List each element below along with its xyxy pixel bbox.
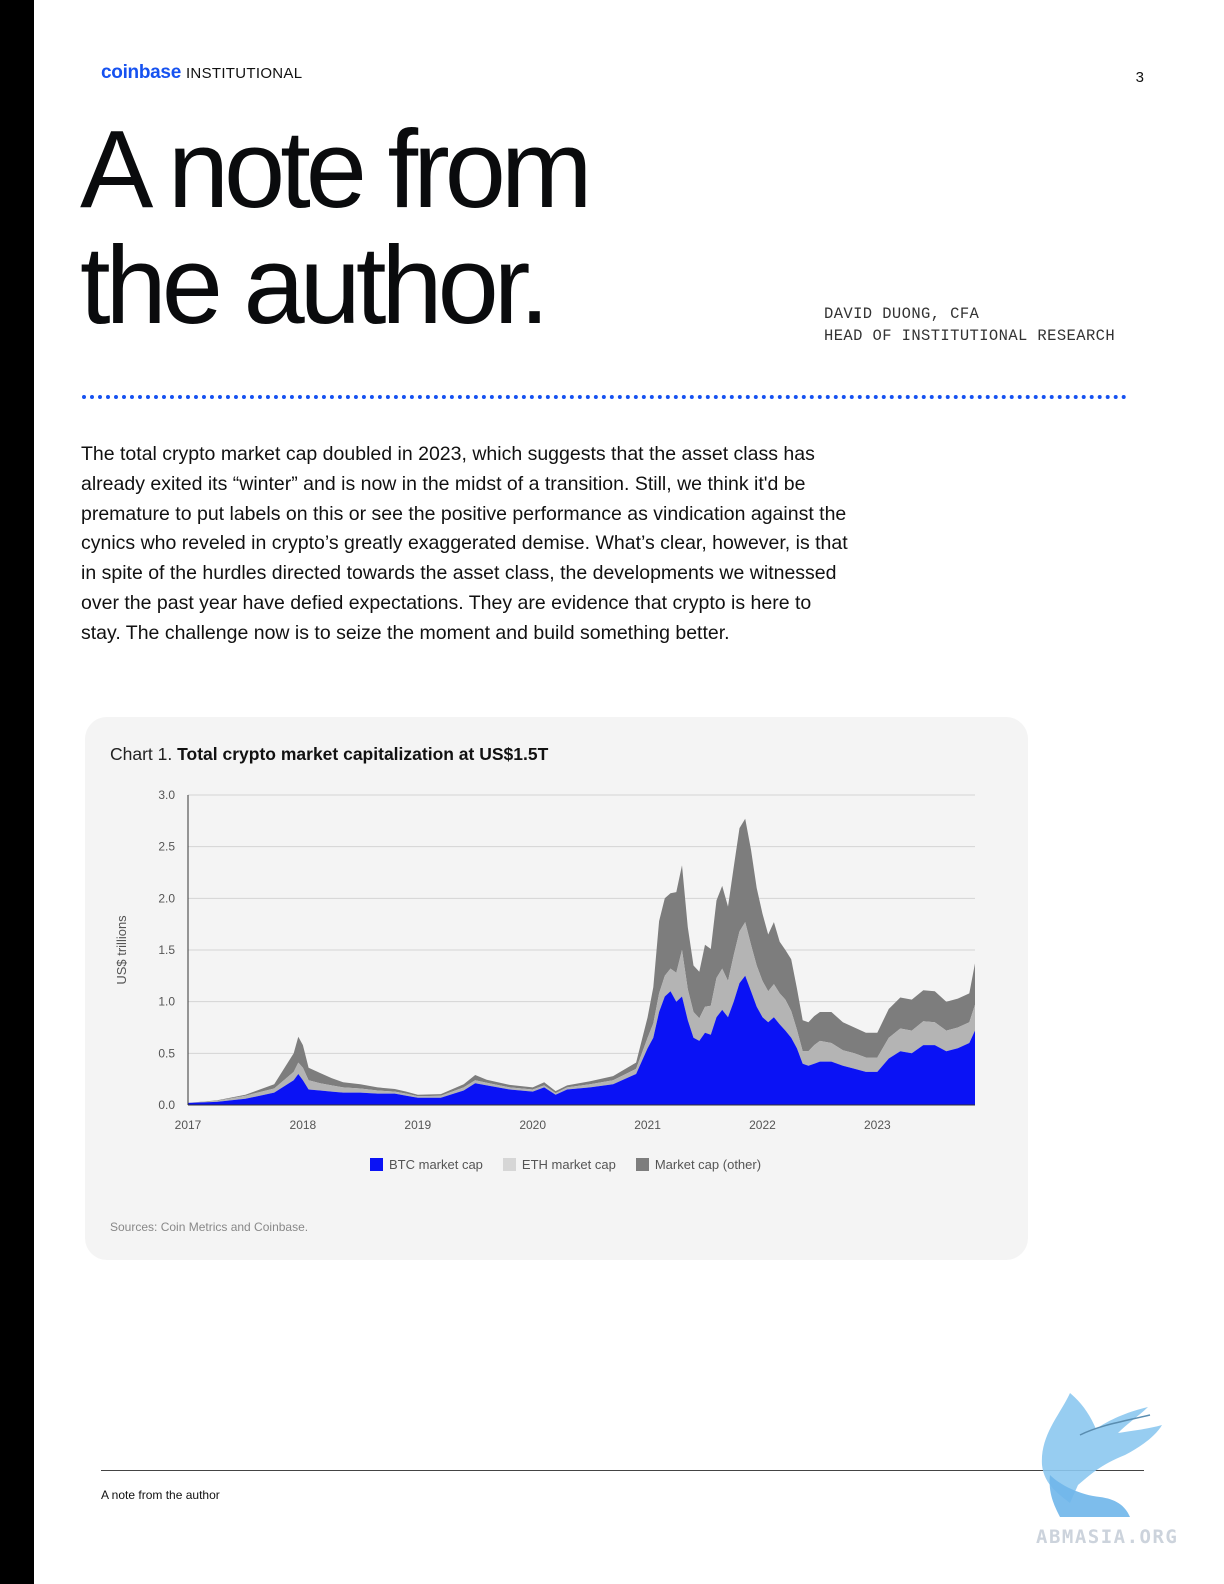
legend-item-other: Market cap (other): [635, 1157, 762, 1172]
legend-item-btc: BTC market cap: [370, 1157, 483, 1172]
x-tick-label: 2022: [749, 1118, 776, 1132]
brand-subtitle: INSTITUTIONAL: [185, 65, 303, 82]
x-tick-label: 2021: [634, 1118, 661, 1132]
brand-header: coinbase INSTITUTIONAL: [101, 62, 302, 84]
x-tick-label: 2020: [519, 1118, 546, 1132]
footer-section-label: A note from the author: [101, 1488, 220, 1502]
intro-paragraph: The total crypto market cap doubled in 2…: [81, 443, 848, 644]
x-tick-label: 2019: [404, 1118, 431, 1132]
y-tick-label: 2.5: [158, 840, 175, 854]
y-tick-label: 2.0: [158, 891, 175, 905]
author-name: DAVID DUONG, CFA: [824, 305, 980, 323]
chart-sources: Sources: Coin Metrics and Coinbase.: [110, 1220, 309, 1234]
btc-area: [188, 975, 975, 1105]
chart-number: Chart 1.: [110, 744, 173, 764]
y-tick-label: 0.0: [158, 1098, 175, 1112]
griffin-watermark-logo: [1041, 1393, 1162, 1517]
legend-label-btc: BTC market cap: [389, 1157, 483, 1172]
x-tick-label: 2018: [290, 1118, 317, 1132]
chart-legend: BTC market cap ETH market cap Market cap…: [370, 1157, 761, 1172]
chart-caption: Chart 1. Total crypto market capitalizat…: [110, 744, 548, 765]
y-tick-label: 1.5: [158, 943, 175, 957]
page-title: A note from the author.: [80, 108, 593, 347]
y-tick-label: 1.0: [158, 995, 175, 1009]
chart-card: Chart 1. Total crypto market capitalizat…: [85, 717, 1028, 1260]
x-tick-label: 2023: [864, 1118, 891, 1132]
y-axis-label: US$ trillions: [114, 915, 129, 985]
page-title-line-1: A note from: [80, 108, 593, 231]
legend-swatch-eth: [502, 1158, 516, 1171]
y-tick-label: 0.5: [158, 1046, 175, 1060]
x-tick-label: 2017: [175, 1118, 202, 1132]
author-role: HEAD OF INSTITUTIONAL RESEARCH: [824, 327, 1116, 345]
y-tick-label: 3.0: [158, 788, 175, 802]
author-block: DAVID DUONG, CFA HEAD OF INSTITUTIONAL R…: [824, 303, 1115, 347]
watermark-text: ABMASIA.ORG: [1036, 1526, 1179, 1548]
market-cap-chart: 0.0 0.5 1.0 1.5 2.0 2.5 3.0 2017 2018 2019 2020 202…: [114, 788, 975, 1132]
legend-swatch-btc: [370, 1158, 383, 1171]
left-edge-bar: [0, 0, 34, 1584]
coinbase-logo: coinbase: [101, 62, 181, 83]
legend-item-eth: ETH market cap: [502, 1157, 616, 1172]
footer-divider: [101, 1470, 1144, 1471]
legend-label-eth: ETH market cap: [521, 1157, 616, 1172]
dotted-divider: [82, 395, 1127, 399]
legend-swatch-other: [635, 1158, 649, 1171]
page-title-line-2: the author.: [80, 224, 550, 347]
page-number: 3: [1135, 69, 1144, 86]
chart-title: Total crypto market capitalization at US…: [177, 744, 549, 764]
legend-label-other: Market cap (other): [654, 1157, 762, 1172]
